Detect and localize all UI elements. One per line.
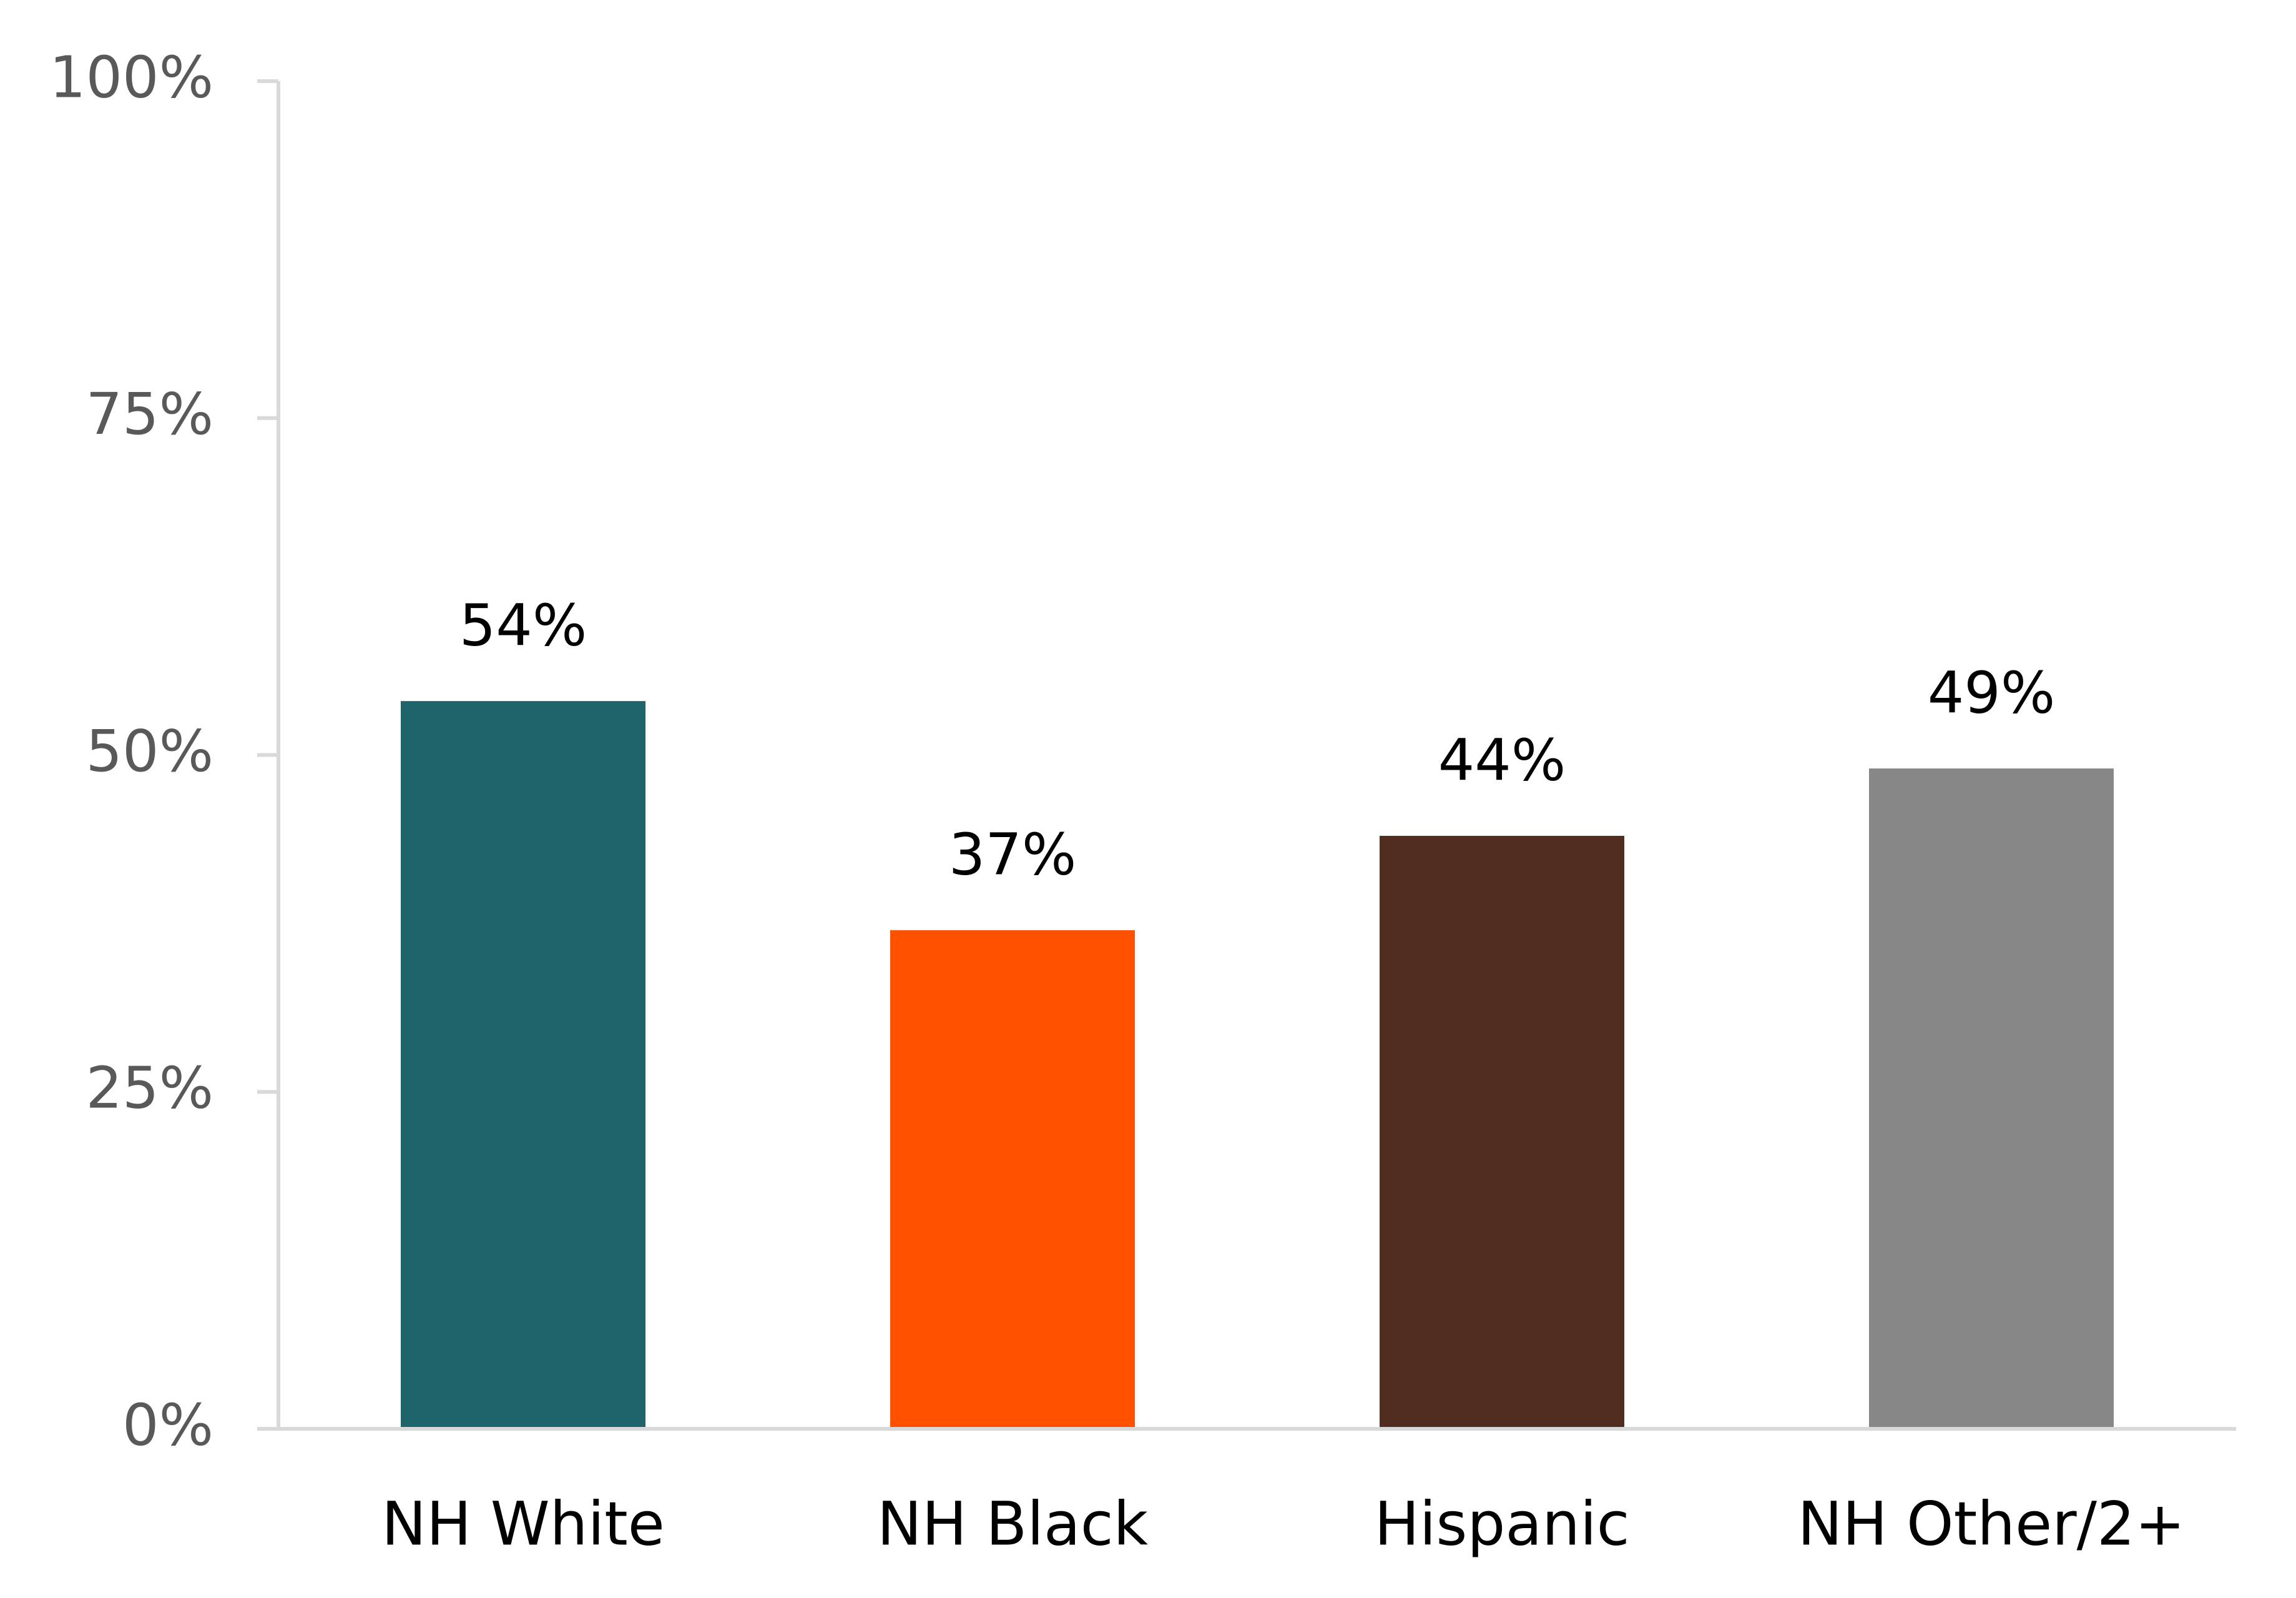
y-tick-label: 25% <box>86 1055 213 1122</box>
y-tick-label: 50% <box>86 718 213 785</box>
bar <box>890 930 1135 1429</box>
bar <box>1380 836 1624 1429</box>
bar <box>401 701 645 1429</box>
y-tick-label: 0% <box>122 1391 213 1458</box>
x-tick-label: NH Black <box>877 1489 1149 1559</box>
y-tick-label: 75% <box>86 381 213 448</box>
value-label: 44% <box>1438 727 1566 793</box>
y-tick-label: 100% <box>49 44 213 110</box>
x-tick-label: NH White <box>381 1489 665 1559</box>
value-label: 49% <box>1928 659 2055 726</box>
value-label: 54% <box>459 592 587 659</box>
x-tick-label: Hispanic <box>1375 1489 1630 1559</box>
x-tick-label: NH Other/2+ <box>1798 1489 2186 1559</box>
value-label: 37% <box>949 821 1076 888</box>
bar <box>1869 768 2114 1429</box>
